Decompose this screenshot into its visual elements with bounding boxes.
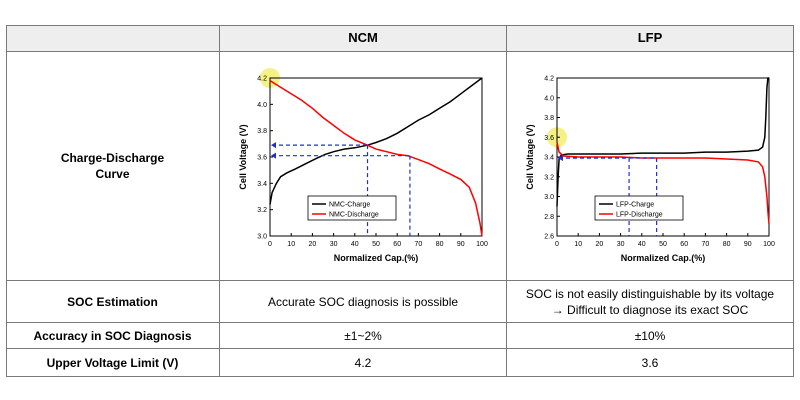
lfp-x-tick-label: 10 [574,241,582,248]
lfp-y-tick-label: 3.6 [544,135,554,142]
lfp-chart-cell: 0 10 20 30 40 50 60 70 80 90 100 2.6 2.8 3.0 3.2 3.4 3.6… [507,52,794,281]
ncm-legend-label: NMC-Charge [329,202,370,209]
ncm-x-tick-label: 80 [436,241,444,248]
ncm-y-axis-label: Cell Voltage (V) [238,124,248,189]
lfp-y-tick-label: 2.6 [544,234,554,241]
lfp-x-tick-label: 90 [744,241,752,248]
ncm-y-tick-label: 3.0 [257,234,267,241]
lfp-x-tick-label: 0 [555,241,559,248]
lfp-legend-label: LFP-Discharge [616,212,663,219]
soc-lfp: SOC is not easily distinguishable by its… [507,281,794,323]
ncm-x-tick-label: 60 [393,241,401,248]
ncm-x-tick-label: 50 [372,241,380,248]
accuracy-lfp: ±10% [507,323,794,349]
row-label-soc: SOC Estimation [6,281,220,323]
ncm-x-axis-label: Normalized Cap.(%) [334,253,419,263]
ncm-series-discharge [269,79,483,237]
header-ncm: NCM [220,25,507,52]
lfp-x-axis-label: Normalized Cap.(%) [621,253,706,263]
ncm-chart: 0 10 20 30 40 50 60 70 80 90 100 3.0 3.2 3.4 3.6 3.8 4.0… [238,68,488,263]
lfp-y-tick-label: 3.2 [544,174,554,181]
ncm-x-tick-label: 40 [351,241,359,248]
accuracy-ncm: ±1~2% [220,323,507,349]
lfp-legend-box [594,195,684,221]
comparison-table: NCM LFP Charge-Discharge Curve 0 10 20 30 40 5… [6,25,794,377]
ncm-y-tick-label: 4.2 [257,76,267,83]
lfp-series-charge [556,77,769,207]
ncm-legend-label: NMC-Discharge [329,212,379,219]
header-lfp: LFP [507,25,794,52]
ncm-y-tick-label: 3.2 [257,207,267,214]
row-label-accuracy: Accuracy in SOC Diagnosis [6,323,220,349]
lfp-x-tick-label: 60 [680,241,688,248]
voltage-ncm: 4.2 [220,349,507,377]
row-label-curve: Charge-Discharge Curve [6,52,220,281]
ncm-x-tick-label: 70 [415,241,423,248]
lfp-x-tick-label: 100 [763,241,775,248]
lfp-chart: 0 10 20 30 40 50 60 70 80 90 100 2.6 2.8 3.0 3.2 3.4 3.6… [525,76,775,264]
ncm-chart-cell: 0 10 20 30 40 50 60 70 80 90 100 3.0 3.2 3.4 3.6 3.8 4.0… [220,52,507,281]
ncm-x-tick-label: 90 [457,241,465,248]
soc-ncm: Accurate SOC diagnosis is possible [220,281,507,323]
ncm-x-tick-label: 0 [268,241,272,248]
lfp-x-tick-label: 30 [617,241,625,248]
lfp-legend-label: LFP-Charge [616,202,654,209]
lfp-y-tick-label: 4.2 [544,76,554,83]
header-blank [6,25,220,52]
lfp-x-tick-label: 20 [596,241,604,248]
lfp-y-tick-label: 3.0 [544,194,554,201]
lfp-x-tick-label: 40 [638,241,646,248]
ncm-y-tick-label: 4.0 [257,102,267,109]
ncm-guide-arrow [271,152,276,159]
lfp-y-tick-label: 4.0 [544,95,554,102]
voltage-lfp: 3.6 [507,349,794,377]
lfp-y-tick-label: 3.8 [544,115,554,122]
ncm-x-tick-label: 10 [287,241,295,248]
ncm-x-tick-label: 100 [476,241,488,248]
ncm-y-tick-label: 3.4 [257,181,267,188]
ncm-guide-arrow [271,142,276,149]
lfp-y-tick-label: 3.4 [544,155,554,162]
ncm-x-tick-label: 30 [330,241,338,248]
lfp-y-axis-label: Cell Voltage (V) [525,124,535,189]
lfp-x-tick-label: 70 [702,241,710,248]
ncm-y-tick-label: 3.8 [257,128,267,135]
lfp-x-tick-label: 80 [723,241,731,248]
lfp-x-tick-label: 50 [659,241,667,248]
lfp-y-tick-label: 2.8 [544,214,554,221]
lfp-series-discharge [556,142,770,225]
ncm-series-charge [269,77,483,205]
ncm-y-tick-label: 3.6 [257,155,267,162]
row-label-voltage: Upper Voltage Limit (V) [6,349,220,377]
ncm-x-tick-label: 20 [309,241,317,248]
ncm-legend-box [307,195,397,221]
lfp-guide-arrow [558,154,563,161]
